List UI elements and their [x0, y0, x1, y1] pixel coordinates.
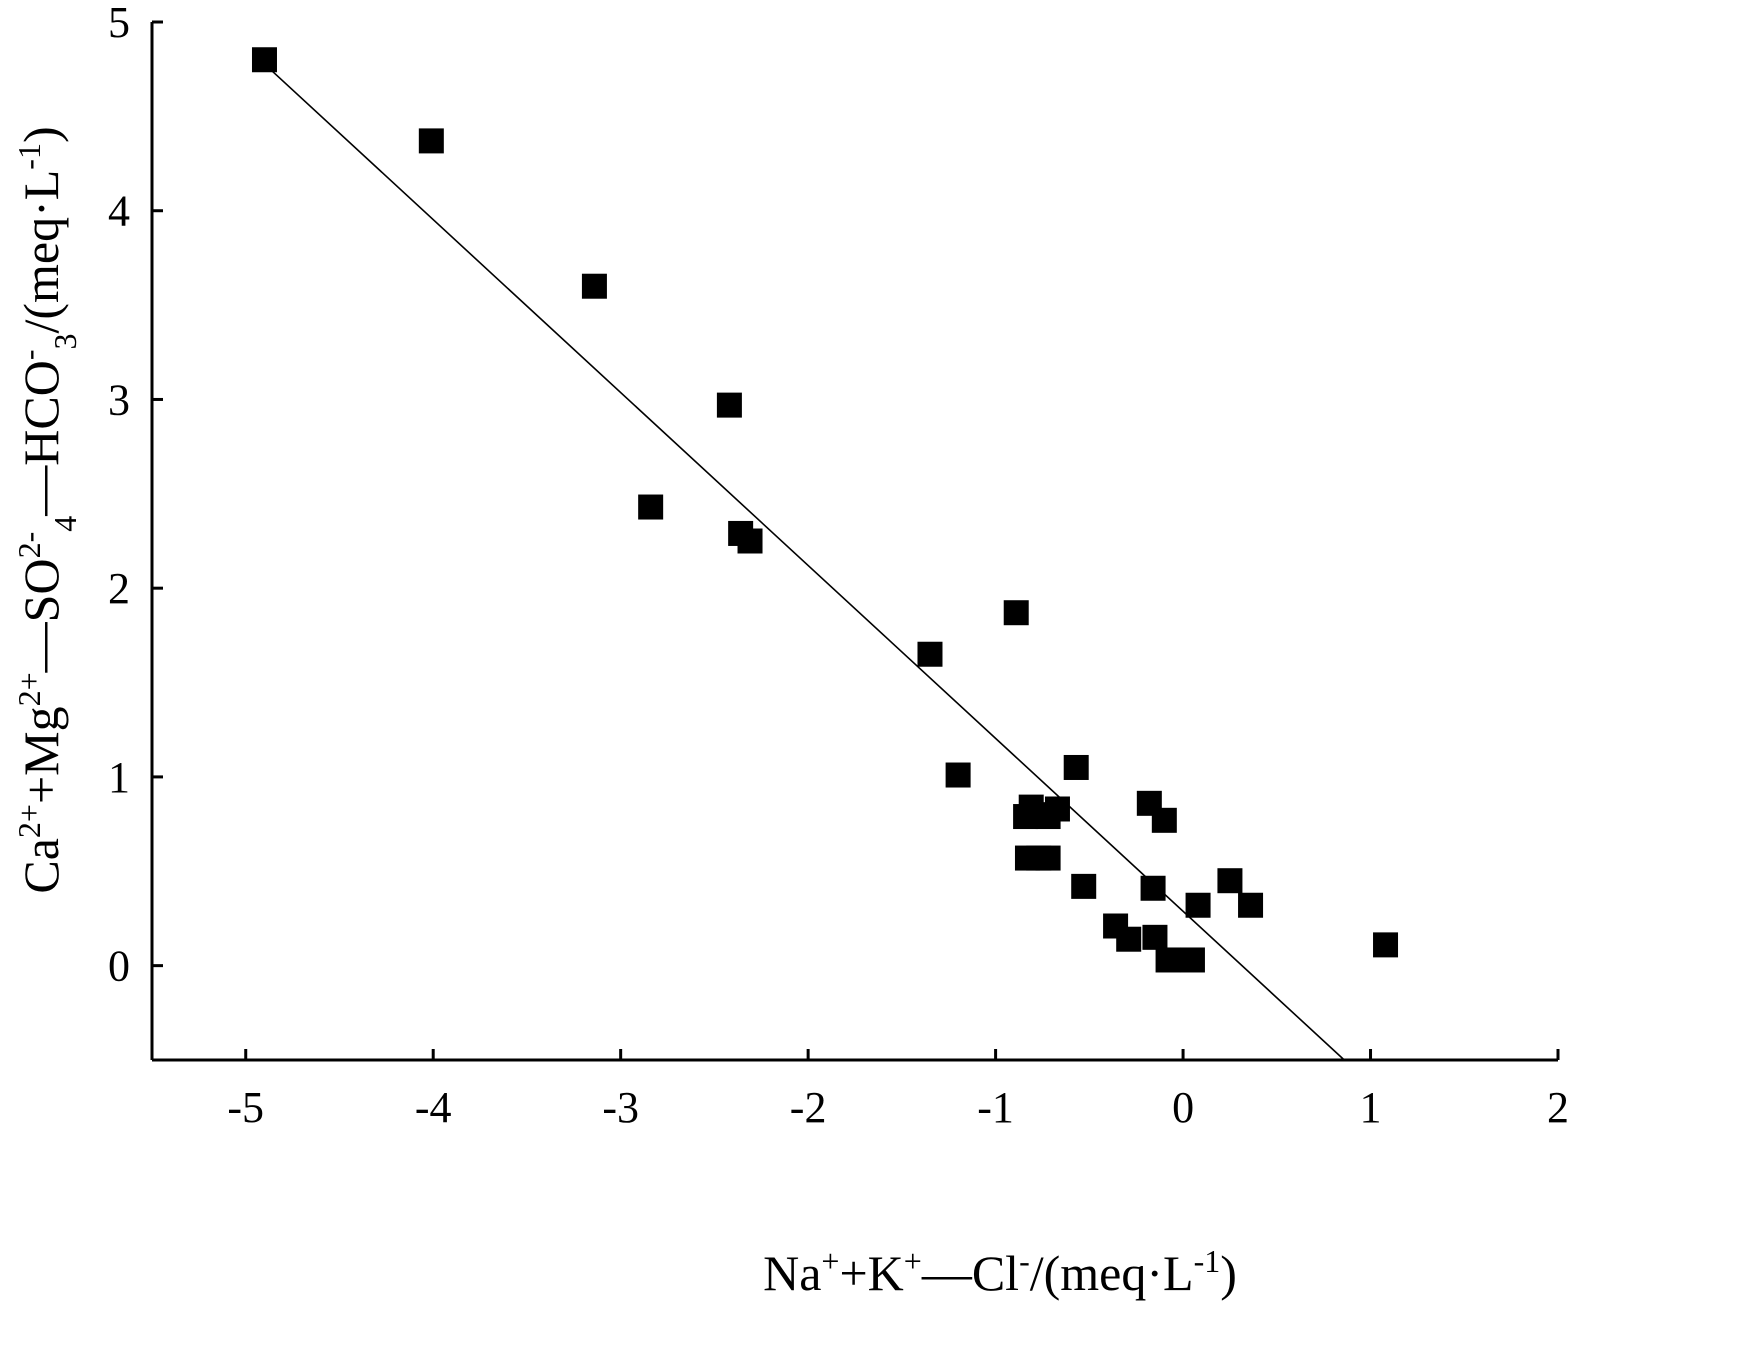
- axes: [150, 22, 1558, 1062]
- data-point: [1179, 947, 1205, 973]
- data-point: [1035, 845, 1061, 871]
- data-point: [737, 528, 763, 554]
- y-tick-label: 2: [108, 564, 130, 613]
- data-point: [1238, 892, 1264, 918]
- data-point: [1063, 754, 1089, 780]
- data-points: [251, 47, 1399, 973]
- x-tick-label: 0: [1172, 1083, 1194, 1132]
- x-tick-label: -3: [602, 1083, 639, 1132]
- data-point: [917, 641, 943, 667]
- x-tick-label: -2: [790, 1083, 827, 1132]
- data-point: [251, 47, 277, 73]
- ticks: [152, 20, 1560, 1060]
- tick-labels: -5 -4 -3 -2 -1 0 1 2 0 1 2 3 4 5: [108, 0, 1569, 1132]
- data-point: [1373, 932, 1399, 958]
- data-point: [1116, 926, 1142, 952]
- data-point: [716, 392, 742, 418]
- data-point: [418, 128, 444, 154]
- x-tick-label: 1: [1360, 1083, 1382, 1132]
- y-tick-label: 4: [108, 187, 130, 236]
- x-axis-title: Na++K+—Cl-/(meq·L-1): [763, 1243, 1237, 1301]
- data-point: [1217, 868, 1243, 894]
- y-tick-label: 0: [108, 942, 130, 991]
- data-point: [1071, 873, 1097, 899]
- y-axis-title: Ca2++Mg2+—SO2-4—HCO-3/(meq·L-1): [11, 126, 83, 893]
- data-point: [1142, 924, 1168, 950]
- data-point: [1151, 807, 1177, 833]
- data-point: [1185, 892, 1211, 918]
- data-point: [581, 273, 607, 299]
- fit-line-group: [269, 68, 1345, 1061]
- x-tick-label: -5: [227, 1083, 264, 1132]
- data-point: [1140, 875, 1166, 901]
- data-point: [1003, 600, 1029, 626]
- x-tick-label: -1: [977, 1083, 1014, 1132]
- x-tick-label: 2: [1547, 1083, 1569, 1132]
- y-tick-label: 5: [108, 0, 130, 47]
- fit-line: [269, 68, 1345, 1061]
- data-point: [945, 762, 971, 788]
- data-point: [638, 494, 664, 520]
- y-tick-label: 1: [108, 753, 130, 802]
- x-tick-label: -4: [415, 1083, 452, 1132]
- y-tick-label: 3: [108, 375, 130, 424]
- data-point: [1155, 947, 1181, 973]
- data-point: [1044, 796, 1070, 822]
